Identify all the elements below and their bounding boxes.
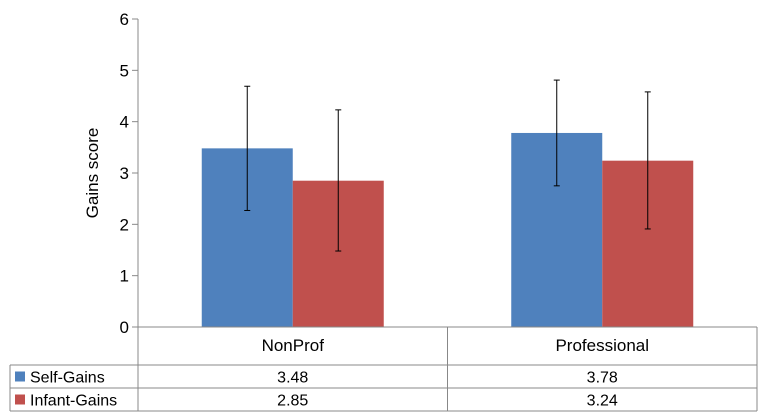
y-axis: 0 1 2 3 4 5 6	[120, 10, 139, 337]
legend-label: Self-Gains	[30, 370, 105, 387]
category-label: NonProf	[262, 336, 325, 355]
data-label: 3.78	[587, 370, 618, 387]
y-tick-label: 0	[120, 318, 129, 337]
y-axis-title: Gains score	[83, 128, 102, 219]
y-tick-label: 4	[120, 113, 129, 132]
y-tick-label: 6	[120, 10, 129, 29]
data-label: 2.85	[277, 393, 308, 410]
y-tick-label: 2	[120, 215, 129, 234]
bars	[138, 79, 757, 328]
category-label: Professional	[555, 336, 649, 355]
data-label: 3.24	[587, 393, 618, 410]
legend-swatch	[15, 394, 25, 405]
data-table: NonProf Professional Self-Gains 3.48 3.78 Inf…	[9, 327, 758, 412]
legend-label: Infant-Gains	[30, 393, 117, 410]
data-label: 3.48	[277, 370, 308, 387]
y-tick-label: 3	[120, 164, 129, 183]
legend-swatch	[15, 371, 25, 382]
y-tick-label: 5	[120, 61, 129, 80]
y-tick-label: 1	[120, 267, 129, 286]
